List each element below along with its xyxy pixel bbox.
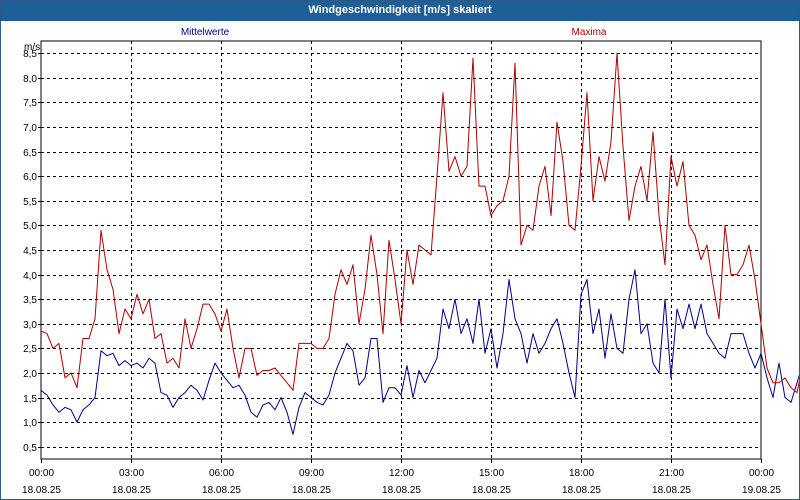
y-tick-label: 3,0 [23,320,37,331]
y-tick-label: 6,0 [23,172,37,183]
x-tick-date-label: 18.08.25 [202,485,241,496]
legend-entry-mittelwerte: Mittelwerte [181,27,230,38]
y-tick-label: 3,5 [23,295,37,306]
x-tick-date-label: 18.08.25 [472,485,511,496]
x-tick-time-label: 03:00 [119,468,144,479]
y-tick-label: 7,5 [23,98,37,109]
legend-entry-maxima: Maxima [571,27,606,38]
y-axis-ticks: 0,5 1,0 1,5 2,0 2,5 3,0 3,5 4,0 4,5 5,0 5,5 6,0 6,5 7… [23,49,41,454]
x-tick-date-label: 18.08.25 [382,485,421,496]
grid [41,41,761,459]
x-tick-time-label: 00:00 [749,468,774,479]
series-lines [40,52,799,435]
x-tick-time-label: 09:00 [299,468,324,479]
x-tick-time-label: 21:00 [659,468,684,479]
y-tick-label: 0,5 [23,443,37,454]
y-tick-label: 2,5 [23,344,37,355]
x-tick-date-label: 19.08.25 [742,485,781,496]
y-tick-label: 8,5 [23,49,37,60]
series-line-maxima [40,52,799,394]
legend: Mittelwerte Maxima [181,27,607,38]
y-tick-label: 5,0 [23,221,37,232]
y-tick-label: 1,0 [23,418,37,429]
y-tick-label: 8,0 [23,74,37,85]
x-tick-time-label: 15:00 [479,468,504,479]
x-tick-date-label: 18.08.25 [112,485,151,496]
x-axis-ticks: 00:00 18.08.25 03:00 18.08.25 06:00 18.08.25 0… [22,459,781,496]
x-tick-date-label: 18.08.25 [562,485,601,496]
y-tick-label: 2,0 [23,369,37,380]
y-tick-label: 6,5 [23,148,37,159]
x-tick-time-label: 06:00 [209,468,234,479]
y-tick-label: 4,5 [23,246,37,257]
x-tick-date-label: 18.08.25 [292,485,331,496]
x-tick-time-label: 18:00 [569,468,594,479]
series-line-mittelwerte [40,269,799,435]
x-tick-time-label: 00:00 [29,468,54,479]
y-tick-label: 5,5 [23,197,37,208]
x-tick-time-label: 12:00 [389,468,414,479]
chart-title: Windgeschwindigkeit [m/s] skaliert [1,1,799,21]
y-axis-label: m/s [24,42,40,53]
y-tick-label: 4,0 [23,271,37,282]
y-tick-label: 1,5 [23,394,37,405]
y-tick-label: 7,0 [23,123,37,134]
x-tick-date-label: 18.08.25 [22,485,61,496]
x-tick-date-label: 18.08.25 [652,485,691,496]
